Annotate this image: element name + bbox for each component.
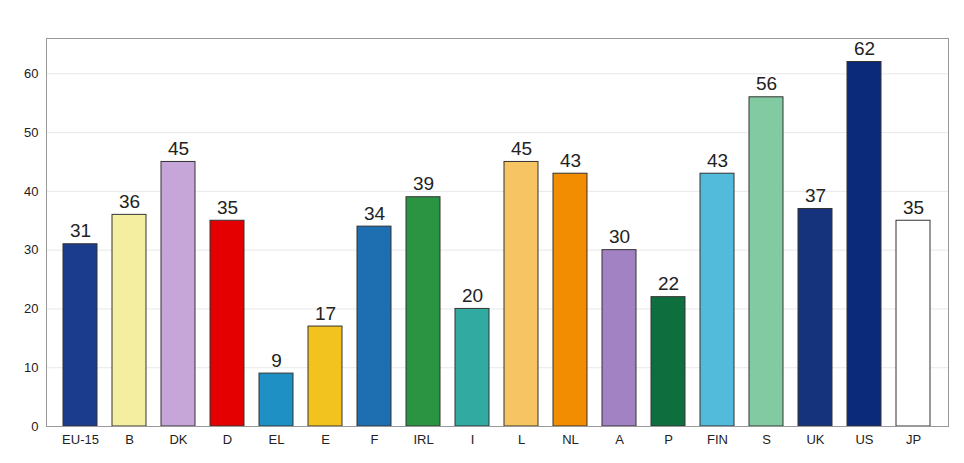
svg-text:34: 34 xyxy=(364,203,386,224)
svg-text:I: I xyxy=(471,432,475,447)
svg-text:D: D xyxy=(223,432,232,447)
svg-text:L: L xyxy=(518,432,525,447)
svg-text:EU-15: EU-15 xyxy=(62,432,99,447)
svg-text:NL: NL xyxy=(562,432,579,447)
svg-text:9: 9 xyxy=(271,350,282,371)
svg-text:US: US xyxy=(855,432,873,447)
svg-text:S: S xyxy=(762,432,771,447)
svg-text:E: E xyxy=(321,432,330,447)
svg-text:20: 20 xyxy=(24,301,38,316)
svg-text:17: 17 xyxy=(315,303,336,324)
svg-text:35: 35 xyxy=(217,197,238,218)
svg-text:39: 39 xyxy=(413,173,434,194)
svg-text:45: 45 xyxy=(511,138,532,159)
svg-text:43: 43 xyxy=(707,150,728,171)
svg-text:36: 36 xyxy=(119,191,140,212)
svg-text:0: 0 xyxy=(31,419,38,434)
svg-text:EL: EL xyxy=(269,432,285,447)
svg-text:35: 35 xyxy=(903,197,924,218)
svg-text:A: A xyxy=(615,432,624,447)
svg-text:50: 50 xyxy=(24,125,38,140)
svg-text:37: 37 xyxy=(805,185,826,206)
svg-text:31: 31 xyxy=(70,220,91,241)
svg-text:62: 62 xyxy=(854,38,875,59)
svg-text:JP: JP xyxy=(906,432,921,447)
svg-text:40: 40 xyxy=(24,184,38,199)
svg-text:FIN: FIN xyxy=(707,432,728,447)
svg-text:DK: DK xyxy=(169,432,187,447)
svg-text:30: 30 xyxy=(609,226,630,247)
svg-text:22: 22 xyxy=(658,273,679,294)
svg-text:56: 56 xyxy=(756,73,777,94)
svg-text:45: 45 xyxy=(168,138,189,159)
svg-text:IRL: IRL xyxy=(413,432,433,447)
svg-text:60: 60 xyxy=(24,66,38,81)
svg-text:10: 10 xyxy=(24,360,38,375)
svg-text:F: F xyxy=(371,432,379,447)
svg-text:B: B xyxy=(125,432,134,447)
svg-text:30: 30 xyxy=(24,242,38,257)
svg-text:43: 43 xyxy=(560,150,581,171)
svg-text:P: P xyxy=(664,432,673,447)
svg-text:UK: UK xyxy=(806,432,824,447)
svg-text:20: 20 xyxy=(462,285,483,306)
